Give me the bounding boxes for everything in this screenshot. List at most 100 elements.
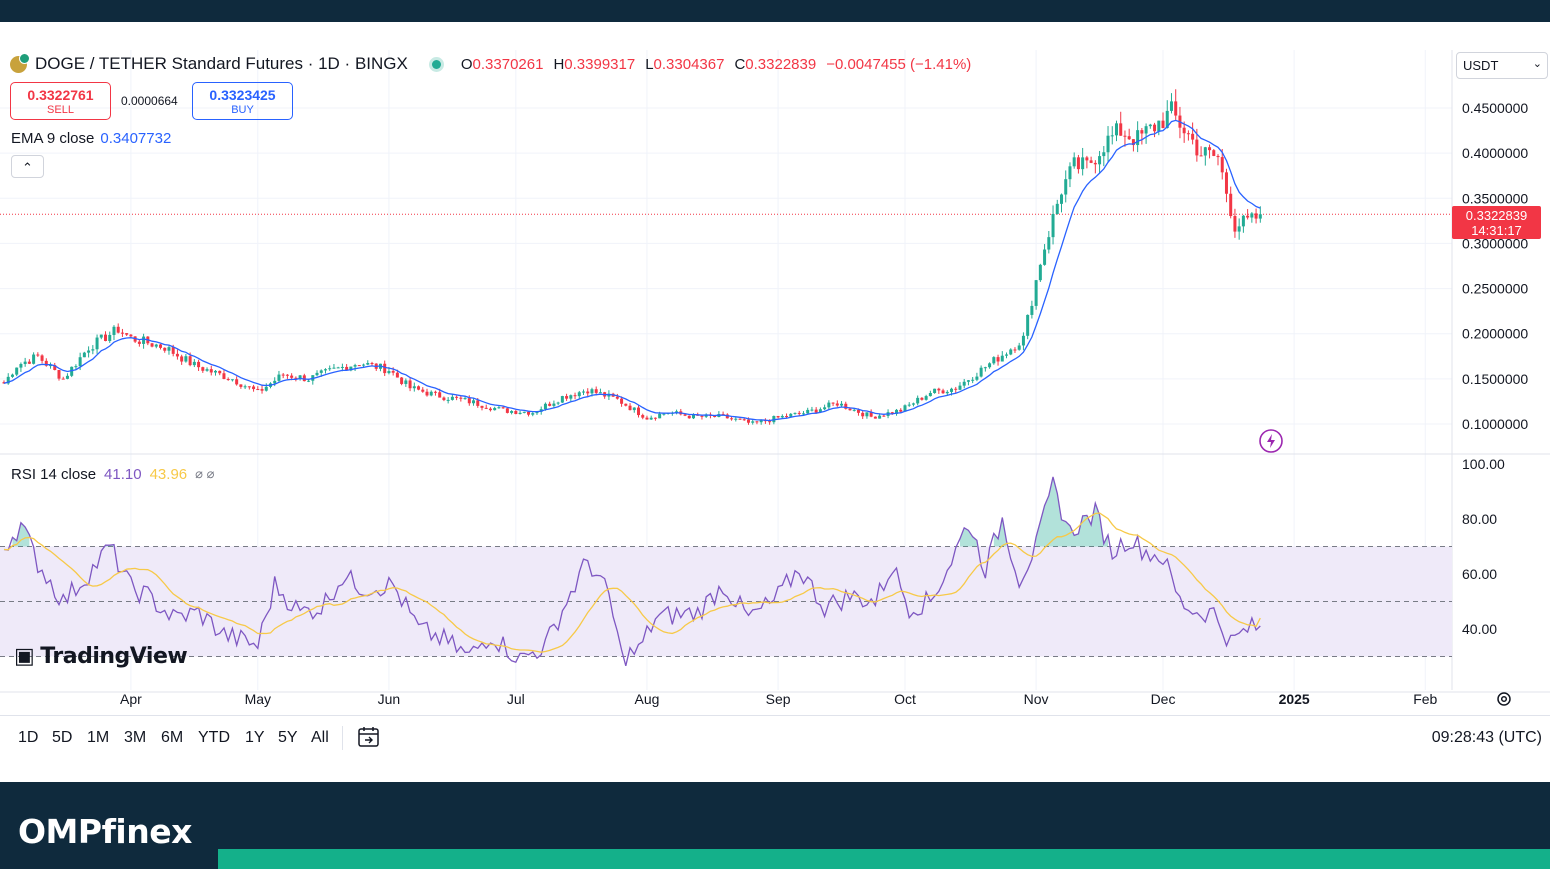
candle-body [446,399,450,401]
candle-body [1102,152,1106,157]
candle-body [362,364,366,366]
candle-body [637,407,640,416]
candle-body [442,397,446,401]
candle-body [658,413,662,419]
candle-body [1241,215,1245,227]
rsi-tick-label: 100.00 [1462,456,1505,472]
candle-body [404,380,408,384]
candle-body [1148,124,1152,127]
buy-button[interactable]: 0.3323425 BUY [192,82,293,120]
candle-body [755,421,759,423]
last-price-tag: 0.3322839 14:31:17 [1452,206,1541,239]
price-tick-label: 0.3000000 [1462,235,1528,251]
sell-button[interactable]: 0.3322761 SELL [10,82,111,120]
candle-body [1140,130,1144,134]
time-tick-label: Feb [1413,691,1437,707]
candle-body [641,415,645,418]
candle-body [1254,213,1258,219]
rsi-extra-values: ⌀ ⌀ [195,466,215,481]
candle-body [1229,193,1233,217]
sell-label: SELL [47,104,74,116]
candle-body [975,376,979,380]
sell-price: 0.3322761 [27,87,94,103]
candle-body [336,367,340,369]
open-value: 0.3370261 [472,55,544,73]
range-1y-button[interactable]: 1Y [245,729,265,746]
rsi-legend[interactable]: RSI 14 close 41.10 43.96 ⌀ ⌀ [11,466,214,483]
candle-body [653,417,657,419]
ema-label: EMA 9 close [11,130,95,147]
candle-body [966,380,970,382]
candle-body [36,354,40,356]
symbol-title[interactable]: DOGE / TETHER Standard Futures · 1D · BI… [35,54,408,73]
candle-body [1093,162,1097,165]
collapse-legend-button[interactable]: ⌃ [11,155,44,178]
rsi-overbought-fill [959,527,977,547]
range-all-button[interactable]: All [311,729,329,746]
candle-body [700,415,704,417]
candle-body [1195,139,1199,156]
candle-body [163,347,167,351]
candle-body [848,408,852,411]
rsi-tick-label: 60.00 [1462,566,1497,582]
candle-body [937,388,941,391]
buy-price: 0.3323425 [209,87,276,103]
candle-body [433,391,437,393]
ema-legend[interactable]: EMA 9 close 0.3407732 [11,130,171,147]
candle-body [222,373,226,379]
candle-body [1186,133,1190,135]
candle-body [831,402,835,404]
candle-body [1034,280,1038,306]
range-3m-button[interactable]: 3M [124,729,147,746]
candle-body [535,411,539,414]
candle-body [713,415,717,418]
candle-body [497,407,501,409]
chart-container[interactable]: 0.4500000 0.4000000 0.3500000 0.3000000 0.25… [0,22,1550,782]
price-tick-label: 0.4000000 [1462,145,1528,161]
candle-body [687,415,691,419]
time-tick-label: Sep [766,691,791,707]
price-tick-label: 0.2000000 [1462,326,1528,342]
watermark-text: TradingView [40,644,188,669]
utc-clock[interactable]: 09:28:43 (UTC) [1431,729,1542,746]
candle-body [573,395,577,397]
price-tick-label: 0.1000000 [1462,416,1528,432]
candle-body [1144,126,1148,134]
flash-icon[interactable] [1258,428,1284,454]
candle-body [945,391,949,394]
candle-body [1224,172,1228,194]
candle-body [632,407,636,411]
candle-body [315,372,319,376]
tradingview-watermark: ▣ TradingView [14,644,188,669]
candle-body [1203,147,1207,156]
candle-body [463,398,467,400]
bottom-toolbar: 1D 5D 1M 3M 6M YTD 1Y 5Y All 09:28:43 (U… [0,715,1550,761]
range-5y-button[interactable]: 5Y [278,729,298,746]
candle-body [15,367,19,375]
candle-body [1220,157,1224,173]
currency-select[interactable]: USDT ⌄ [1456,52,1548,79]
candle-body [1250,213,1254,218]
candle-body [818,409,822,413]
symbol-legend[interactable]: DOGE / TETHER Standard Futures · 1D · BI… [10,52,971,76]
candle-body [1013,349,1017,351]
range-ytd-button[interactable]: YTD [198,729,230,746]
candle-body [340,366,344,368]
time-tick-label: Oct [894,691,916,707]
time-tick-label: Aug [634,691,659,707]
range-1m-button[interactable]: 1M [87,729,110,746]
range-1d-button[interactable]: 1D [18,729,39,746]
chart-canvas[interactable]: 0.4500000 0.4000000 0.3500000 0.3000000 0.25… [0,22,1550,782]
settings-gear-icon[interactable] [1494,689,1514,709]
range-6m-button[interactable]: 6M [161,729,184,746]
calendar-goto-icon[interactable] [357,725,381,749]
candle-body [620,398,624,404]
candle-body [1106,135,1110,153]
candle-body [514,411,518,415]
range-5d-button[interactable]: 5D [52,729,73,746]
candle-body [332,367,336,369]
candle-body [1157,120,1161,132]
candle-body [1237,226,1241,232]
candle-body [1216,155,1220,158]
candle-body [1043,249,1047,265]
